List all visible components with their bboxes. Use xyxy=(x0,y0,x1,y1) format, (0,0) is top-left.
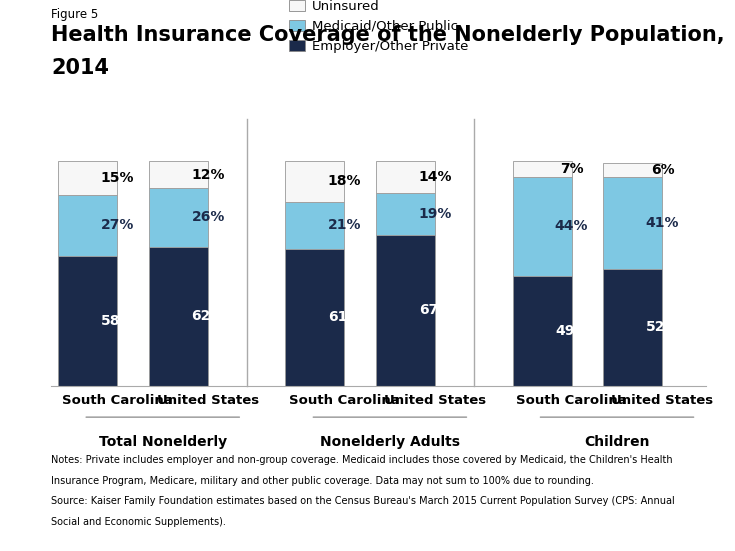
Text: 49%: 49% xyxy=(555,323,588,338)
Bar xyxy=(149,246,208,386)
Bar xyxy=(285,249,345,386)
Bar xyxy=(512,276,572,386)
Text: KAISER: KAISER xyxy=(642,496,699,510)
Bar xyxy=(149,188,208,246)
Text: FAMILY: FAMILY xyxy=(644,511,698,525)
Text: 67%: 67% xyxy=(419,304,452,317)
Text: 44%: 44% xyxy=(555,219,588,233)
Text: 7%: 7% xyxy=(560,162,584,176)
Text: 6%: 6% xyxy=(650,163,674,177)
Bar xyxy=(58,161,118,195)
Text: Social and Economic Supplements).: Social and Economic Supplements). xyxy=(51,517,226,527)
Text: 52%: 52% xyxy=(645,320,679,334)
Text: 15%: 15% xyxy=(101,171,134,185)
Bar xyxy=(376,235,435,386)
Bar xyxy=(603,269,662,386)
Text: 27%: 27% xyxy=(101,218,134,232)
Bar xyxy=(512,177,572,276)
Bar xyxy=(603,164,662,177)
Text: 41%: 41% xyxy=(645,216,679,230)
Text: Insurance Program, Medicare, military and other public coverage. Data may not su: Insurance Program, Medicare, military an… xyxy=(51,476,595,485)
Bar xyxy=(58,195,118,256)
Text: 61%: 61% xyxy=(328,310,361,324)
Text: THE HENRY J.: THE HENRY J. xyxy=(648,486,694,491)
Bar xyxy=(149,161,208,188)
Bar xyxy=(603,177,662,269)
Text: 18%: 18% xyxy=(328,175,361,188)
Text: 62%: 62% xyxy=(192,309,225,323)
Bar xyxy=(376,161,435,193)
Bar xyxy=(58,256,118,386)
Text: FOUNDATION: FOUNDATION xyxy=(645,529,697,535)
Bar xyxy=(376,193,435,235)
Text: Source: Kaiser Family Foundation estimates based on the Census Bureau's March 20: Source: Kaiser Family Foundation estimat… xyxy=(51,496,675,506)
Bar xyxy=(285,202,345,249)
Text: Notes: Private includes employer and non-group coverage. Medicaid includes those: Notes: Private includes employer and non… xyxy=(51,455,673,464)
Text: Health Insurance Coverage of the Nonelderly Population,: Health Insurance Coverage of the Nonelde… xyxy=(51,25,725,45)
Text: 2014: 2014 xyxy=(51,58,110,78)
Text: 21%: 21% xyxy=(328,218,361,232)
Text: Nonelderly Adults: Nonelderly Adults xyxy=(320,435,460,449)
Text: 12%: 12% xyxy=(191,168,225,182)
Bar xyxy=(512,161,572,177)
Bar xyxy=(285,161,345,202)
Text: 19%: 19% xyxy=(419,207,452,221)
Text: 58%: 58% xyxy=(101,314,134,328)
Text: 14%: 14% xyxy=(418,170,452,184)
Text: Figure 5: Figure 5 xyxy=(51,8,98,21)
Text: Children: Children xyxy=(584,435,650,449)
Text: Total Nonelderly: Total Nonelderly xyxy=(98,435,227,449)
Text: 26%: 26% xyxy=(192,210,225,224)
Legend: Uninsured, Medicaid/Other Public, Employer/Other Private: Uninsured, Medicaid/Other Public, Employ… xyxy=(289,0,468,53)
